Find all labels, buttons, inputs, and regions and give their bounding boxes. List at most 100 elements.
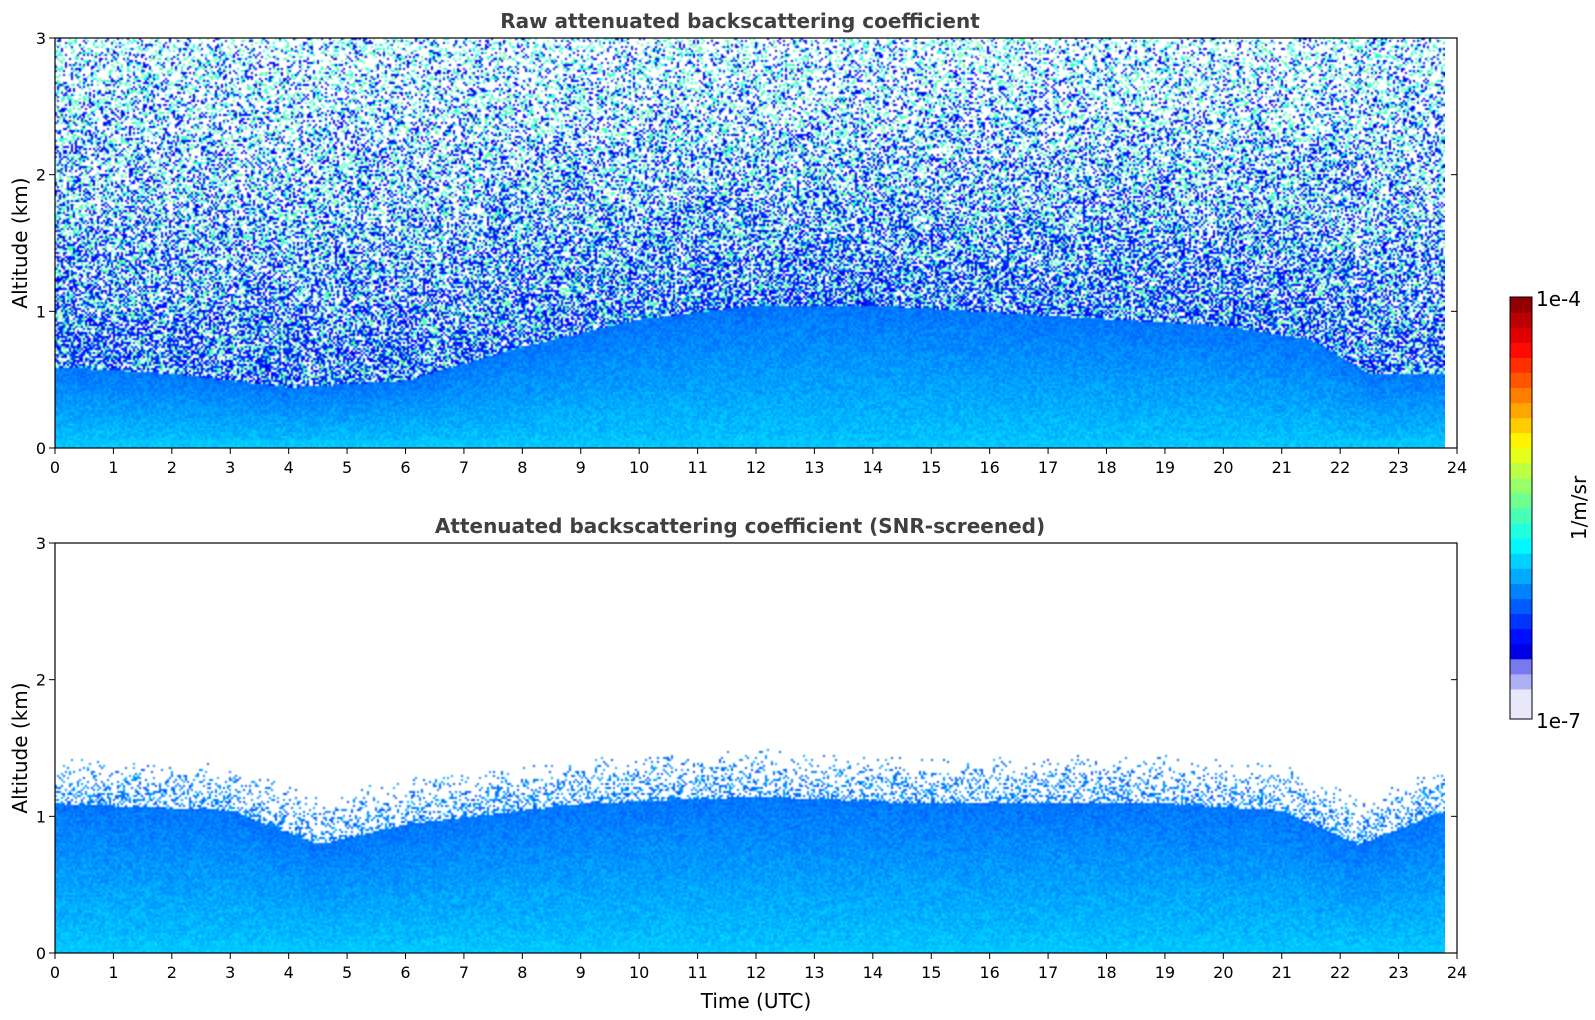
x-tick-label: 15 xyxy=(921,458,941,477)
colorbar-band xyxy=(1510,417,1532,434)
x-tick-label: 21 xyxy=(1272,458,1292,477)
panel-screened-title: Attenuated backscattering coefficient (S… xyxy=(435,514,1045,538)
raw-heatmap-image xyxy=(55,38,1445,448)
y-tick-label: 1 xyxy=(36,302,46,321)
x-tick-label: 23 xyxy=(1388,963,1408,982)
x-tick-label: 21 xyxy=(1272,963,1292,982)
colorbar-unit-label: 1/m/sr xyxy=(1567,475,1591,540)
x-tick-label: 4 xyxy=(284,963,294,982)
colorbar-band xyxy=(1510,688,1532,705)
x-tick-label: 20 xyxy=(1213,458,1233,477)
colorbar-band xyxy=(1510,613,1532,630)
x-tick-label: 5 xyxy=(342,963,352,982)
x-tick-label: 11 xyxy=(687,458,707,477)
panel-raw: Raw attenuated backscattering coefficien… xyxy=(8,9,1467,477)
colorbar-band xyxy=(1510,703,1532,720)
x-tick-label: 13 xyxy=(804,458,824,477)
colorbar-band xyxy=(1510,673,1532,690)
x-tick-label: 8 xyxy=(517,963,527,982)
x-tick-label: 13 xyxy=(804,963,824,982)
panel-screened-ylabel: Altitude (km) xyxy=(8,682,32,813)
colorbar: 1e-4 1e-7 1/m/sr xyxy=(1509,287,1591,733)
y-tick-label: 2 xyxy=(36,671,46,690)
x-tick-label: 22 xyxy=(1330,963,1350,982)
x-tick-label: 20 xyxy=(1213,963,1233,982)
y-tick-label: 3 xyxy=(36,29,46,48)
x-tick-label: 3 xyxy=(225,963,235,982)
colorbar-band xyxy=(1510,477,1532,494)
x-tick-label: 6 xyxy=(400,458,410,477)
colorbar-band xyxy=(1510,327,1532,343)
x-tick-label: 16 xyxy=(979,458,999,477)
x-tick-label: 17 xyxy=(1038,963,1058,982)
x-tick-label: 24 xyxy=(1447,963,1467,982)
panel-raw-y-ticks: 0 1 2 3 xyxy=(36,29,1457,458)
colorbar-band xyxy=(1510,342,1532,358)
x-tick-label: 11 xyxy=(687,963,707,982)
x-tick-label: 2 xyxy=(167,458,177,477)
colorbar-band xyxy=(1510,387,1532,404)
panel-raw-x-ticks: 0 1 2 3 4 5 6 7 8 9 10 11 12 13 14 15 16 17 18 19 20 21 22 23 24 xyxy=(50,448,1467,477)
colorbar-band xyxy=(1510,628,1532,645)
colorbar-min-label: 1e-7 xyxy=(1536,709,1581,733)
colorbar-frame xyxy=(1509,296,1533,720)
x-tick-label: 5 xyxy=(342,458,352,477)
panel-screened-xlabel: Time (UTC) xyxy=(700,989,812,1013)
x-tick-label: 1 xyxy=(108,458,118,477)
colorbar-band xyxy=(1510,538,1532,554)
panel-raw-title: Raw attenuated backscattering coefficien… xyxy=(500,9,980,33)
x-tick-label: 0 xyxy=(50,458,60,477)
x-tick-label: 7 xyxy=(459,458,469,477)
x-tick-label: 16 xyxy=(979,963,999,982)
y-tick-label: 3 xyxy=(36,534,46,553)
x-tick-label: 9 xyxy=(576,963,586,982)
x-tick-label: 9 xyxy=(576,458,586,477)
x-tick-label: 12 xyxy=(746,963,766,982)
colorbar-band xyxy=(1510,583,1532,600)
colorbar-band xyxy=(1510,372,1532,389)
screened-heatmap-image xyxy=(55,543,1445,953)
x-tick-label: 12 xyxy=(746,458,766,477)
panel-screened: Attenuated backscattering coefficient (S… xyxy=(8,514,1467,1013)
x-tick-label: 23 xyxy=(1388,458,1408,477)
colorbar-band xyxy=(1510,658,1532,675)
x-tick-label: 14 xyxy=(863,458,883,477)
colorbar-band xyxy=(1510,357,1532,373)
y-tick-label: 0 xyxy=(36,439,46,458)
x-tick-label: 15 xyxy=(921,963,941,982)
colorbar-band xyxy=(1510,568,1532,584)
colorbar-band xyxy=(1510,462,1532,479)
colorbar-band xyxy=(1510,598,1532,615)
x-tick-label: 10 xyxy=(629,458,649,477)
x-tick-label: 0 xyxy=(50,963,60,982)
x-tick-label: 18 xyxy=(1096,458,1116,477)
colorbar-band xyxy=(1510,447,1532,464)
colorbar-band xyxy=(1510,297,1532,313)
x-tick-label: 22 xyxy=(1330,458,1350,477)
x-tick-label: 14 xyxy=(863,963,883,982)
y-tick-label: 1 xyxy=(36,807,46,826)
panel-raw-ylabel: Altitude (km) xyxy=(8,177,32,308)
x-tick-label: 18 xyxy=(1096,963,1116,982)
x-tick-label: 19 xyxy=(1155,963,1175,982)
colorbar-band xyxy=(1510,643,1532,660)
y-tick-label: 2 xyxy=(36,166,46,185)
panel-screened-y-ticks: 0 1 2 3 xyxy=(36,534,1457,963)
x-tick-label: 8 xyxy=(517,458,527,477)
x-tick-label: 7 xyxy=(459,963,469,982)
x-tick-label: 24 xyxy=(1447,458,1467,477)
colorbar-band xyxy=(1510,402,1532,419)
x-tick-label: 6 xyxy=(400,963,410,982)
colorbar-band xyxy=(1510,508,1532,524)
x-tick-label: 17 xyxy=(1038,458,1058,477)
x-tick-label: 10 xyxy=(629,963,649,982)
colorbar-max-label: 1e-4 xyxy=(1536,287,1581,311)
colorbar-band xyxy=(1510,523,1532,539)
x-tick-label: 19 xyxy=(1155,458,1175,477)
panel-screened-x-ticks: 0 1 2 3 4 5 6 7 8 9 10 11 12 13 14 15 16 17 18 19 20 21 22 23 24 xyxy=(50,953,1467,982)
colorbar-band xyxy=(1510,312,1532,328)
colorbar-gradient xyxy=(1510,297,1532,720)
y-tick-label: 0 xyxy=(36,944,46,963)
x-tick-label: 4 xyxy=(284,458,294,477)
